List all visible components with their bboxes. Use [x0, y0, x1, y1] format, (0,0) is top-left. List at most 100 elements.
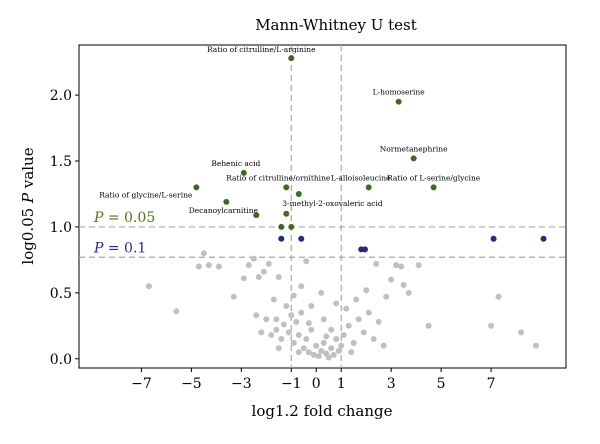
significant-point-label: Ratio of citrulline/L-arginine	[207, 45, 316, 54]
marginal-point	[278, 235, 285, 242]
nonsignificant-point	[328, 345, 335, 352]
y-axis-label-suffix: value	[19, 147, 37, 193]
significant-point	[288, 55, 295, 62]
nonsignificant-point	[285, 329, 292, 336]
x-tick-label: −5	[181, 376, 202, 392]
significant-point-label: Ratio of glycine/L-serine	[99, 190, 193, 199]
significant-point	[283, 184, 290, 191]
nonsignificant-point	[305, 349, 312, 356]
y-axis-label-prefix: log0.05	[19, 203, 37, 265]
nonsignificant-point	[360, 329, 367, 336]
nonsignificant-point	[495, 293, 502, 300]
significant-point-label: L-alloisoleucine	[331, 173, 391, 182]
significant-point	[430, 184, 437, 191]
nonsignificant-point	[265, 260, 272, 267]
nonsignificant-point	[425, 322, 432, 329]
x-tick-label: 5	[437, 376, 446, 392]
nonsignificant-point	[518, 329, 525, 336]
y-tick-label: 1.5	[50, 154, 72, 170]
significant-point	[223, 198, 230, 205]
significant-point-label: Behenic acid	[211, 159, 260, 168]
x-axis-ticks: −7 −5 −3 −1 0 1 3 5 7	[131, 368, 496, 392]
nonsignificant-point	[308, 303, 315, 310]
nonsignificant-point	[355, 316, 362, 323]
nonsignificant-point	[533, 342, 540, 349]
x-tick-label: 7	[487, 376, 496, 392]
nonsignificant-point	[370, 335, 377, 342]
significant-point-label: 3-methyl-2-oxovaleric acid	[282, 199, 383, 208]
reference-lines	[79, 45, 566, 368]
nonsignificant-point	[318, 347, 325, 354]
nonsignificant-point	[343, 305, 350, 312]
nonsignificant-point	[273, 316, 280, 323]
nonsignificant-point	[290, 339, 297, 346]
nonsignificant-point	[298, 309, 305, 316]
nonsignificant-point	[353, 296, 360, 303]
nonsignificant-point	[328, 326, 335, 333]
nonsignificant-point	[340, 332, 347, 339]
nonsignificant-point	[308, 326, 315, 333]
nonsignificant-point	[263, 316, 270, 323]
threshold-label: P = 0.1	[93, 240, 146, 256]
nonsignificant-point	[280, 321, 287, 328]
significant-point	[240, 169, 247, 176]
nonsignificant-point	[268, 332, 275, 339]
nonsignificant-point	[393, 262, 400, 269]
nonsignificant-point	[398, 263, 405, 270]
nonsignificant-point	[373, 260, 380, 267]
y-tick-label: 0.0	[50, 352, 72, 368]
threshold-label-value: = 0.05	[103, 210, 155, 226]
nonsignificant-point	[250, 255, 257, 262]
nonsignificant-point	[303, 258, 310, 265]
significant-point	[395, 98, 402, 105]
nonsignificant-point	[288, 312, 295, 319]
data-point-labels: Ratio of citrulline/L-arginine L-homoseri…	[99, 45, 481, 215]
nonsignificant-point	[270, 296, 277, 303]
threshold-label: P = 0.05	[93, 210, 155, 226]
x-tick-label: −7	[131, 376, 152, 392]
nonsignificant-point	[300, 345, 307, 352]
nonsignificant-point	[303, 335, 310, 342]
nonsignificant-point	[215, 263, 222, 270]
nonsignificant-point	[365, 309, 372, 316]
threshold-label-italic: P	[93, 210, 104, 226]
significant-point	[253, 212, 260, 219]
nonsignificant-point	[400, 281, 407, 288]
nonsignificant-point	[200, 250, 207, 257]
x-tick-label: 1	[337, 376, 346, 392]
nonsignificant-point	[275, 274, 282, 281]
nonsignificant-point	[293, 318, 300, 325]
significant-point	[288, 223, 295, 230]
threshold-labels: P = 0.05 P = 0.1	[93, 210, 155, 256]
nonsignificant-point	[348, 349, 355, 356]
nonsignificant-point	[345, 322, 352, 329]
x-axis-label: log1.2 fold change	[252, 402, 393, 420]
nonsignificant-point	[315, 353, 322, 360]
threshold-label-italic: P	[93, 240, 104, 256]
nonsignificant-point	[290, 292, 297, 299]
significant-point	[410, 155, 417, 162]
y-axis-ticks: 0.0 0.5 1.0 1.5 2.0	[50, 88, 79, 368]
nonsignificant-point	[273, 326, 280, 333]
nonsignificant-point	[363, 287, 370, 294]
nonsignificant-point	[230, 293, 237, 300]
nonsignificant-point	[350, 339, 357, 346]
nonsignificant-point	[323, 333, 330, 340]
nonsignificant-point	[313, 342, 320, 349]
nonsignificant-point	[383, 293, 390, 300]
nonsignificant-point	[173, 308, 180, 315]
marginal-point	[361, 246, 368, 253]
nonsignificant-point	[388, 276, 395, 283]
nonsignificant-point	[405, 289, 412, 296]
nonsignificant-point	[320, 316, 327, 323]
nonsignificant-point	[195, 263, 202, 270]
nonsignificant-point	[205, 262, 212, 269]
significant-point-label: L-homoserine	[373, 88, 426, 97]
nonsignificant-point	[295, 332, 302, 339]
nonsignificant-point	[275, 345, 282, 352]
significant-point-label: Ratio of citrulline/ornithine	[226, 173, 331, 182]
marginal-point	[298, 235, 305, 242]
nonsignificant-point	[278, 335, 285, 342]
nonsignificant-point	[283, 303, 290, 310]
